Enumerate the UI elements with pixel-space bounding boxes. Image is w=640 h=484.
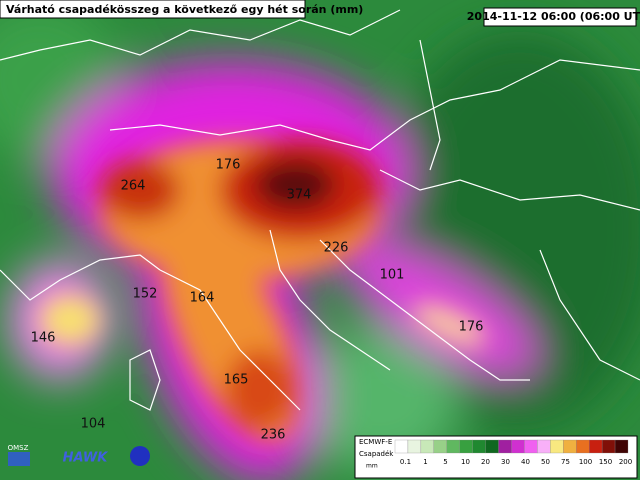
legend-tick: 20	[481, 458, 490, 466]
legend-swatch	[420, 439, 434, 454]
labels: 264 176 374 226 101 176 152 164 146 165 236 104	[31, 158, 484, 443]
title: Várható csapadékösszeg a következő egy h…	[6, 3, 363, 16]
legend-swatch	[394, 439, 409, 454]
legend-swatch	[407, 439, 422, 454]
borders	[0, 9, 640, 411]
value-label: 101	[380, 268, 405, 283]
legend-swatch	[576, 439, 590, 454]
legend-swatch	[537, 439, 551, 454]
legend-swatch	[563, 439, 577, 454]
legend-tick: 40	[521, 458, 530, 466]
legend-swatch	[614, 439, 629, 454]
legend-unit: mm	[366, 463, 378, 470]
legend-tick: 100	[579, 458, 592, 466]
legend-tick: 150	[599, 458, 612, 466]
legend-swatch	[589, 439, 603, 454]
legend-swatch	[498, 439, 512, 454]
value-label: 165	[224, 373, 249, 388]
value-label: 176	[216, 158, 241, 173]
logo-mark	[130, 446, 150, 466]
legend-swatch	[446, 439, 460, 454]
value-label: 152	[133, 287, 158, 302]
timestamp: 2014-11-12 06:00 (06:00 UTC)	[467, 10, 640, 23]
logo-icon	[8, 452, 30, 466]
value-label: 104	[81, 417, 106, 432]
legend-tick: 30	[501, 458, 510, 466]
legend-tick: 75	[561, 458, 570, 466]
value-label: 164	[190, 291, 215, 306]
legend-swatch	[550, 439, 564, 454]
legend-swatch	[524, 439, 538, 454]
legend-tick: 1	[423, 458, 427, 466]
value-label: 236	[261, 428, 286, 443]
logo-system: HAWK	[63, 451, 109, 466]
legend-tick: 10	[461, 458, 470, 466]
legend-tick: 200	[619, 458, 632, 466]
legend-tick: 5	[443, 458, 447, 466]
title-box	[0, 0, 306, 19]
legend-swatch	[433, 439, 447, 454]
legend-tick: 0.1	[400, 458, 411, 466]
legend-swatch	[472, 439, 486, 454]
value-label: 176	[459, 320, 484, 335]
legend-scale: 0.1 1 5 10 20 30 40 50 75 100 150 200	[394, 439, 632, 466]
value-label: 146	[31, 331, 56, 346]
legend-swatch	[485, 439, 499, 454]
value-label: 226	[324, 241, 349, 256]
timestamp-box	[483, 7, 637, 27]
logo-institute: OMSZ	[8, 444, 29, 452]
value-label: 264	[121, 179, 146, 194]
legend-swatch	[511, 439, 525, 454]
legend-quantity: Csapadék	[359, 450, 394, 458]
legend-swatch	[601, 439, 616, 454]
legend-tick: 50	[541, 458, 550, 466]
legend-model: ECMWF-E	[359, 438, 392, 446]
legend-swatch	[459, 439, 473, 454]
value-label: 374	[287, 188, 312, 203]
